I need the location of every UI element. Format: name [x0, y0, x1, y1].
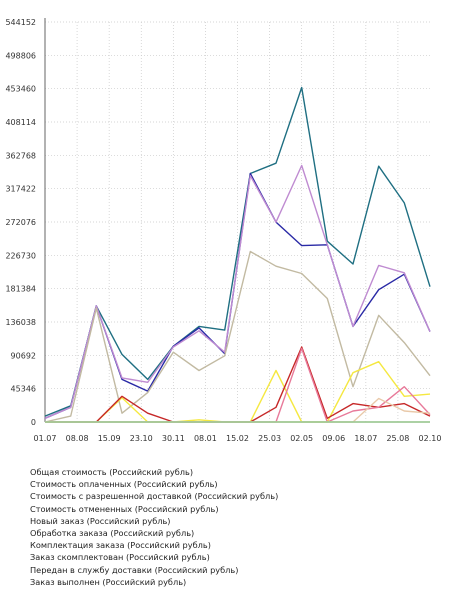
x-tick-label: 02.05 [290, 434, 313, 443]
series-lines [44, 86, 431, 423]
y-tick-label: 0 [31, 418, 36, 427]
x-tick-label: 23.10 [130, 434, 153, 443]
y-tick-label: 136038 [5, 318, 36, 327]
x-tick-label: 08.01 [194, 434, 217, 443]
legend: Общая стоимость (Российский рубль) Стоимо… [30, 466, 450, 588]
series-line-0 [44, 86, 431, 417]
legend-item: Заказ скомплектован (Российский рубль) [30, 552, 210, 563]
x-tick-label: 15.09 [98, 434, 121, 443]
legend-item: Новый заказ (Российский рубль) [30, 515, 171, 526]
line-chart: 0 45346 90692 136038 181384 226730 272076 31742… [5, 18, 442, 443]
legend-item: Комплектация заказа (Российский рубль) [30, 540, 211, 551]
y-tick-label: 498806 [5, 51, 36, 60]
y-tick-label: 362768 [5, 151, 36, 160]
x-tick-label: 08.08 [66, 434, 89, 443]
x-tick-label: 30.11 [162, 434, 185, 443]
series-line-3 [44, 250, 431, 423]
series-line-2 [44, 164, 431, 419]
x-tick-label: 02.10 [419, 434, 442, 443]
legend-item: Стоимость с разрешенной доставкой (Росси… [30, 491, 279, 502]
x-tick-label: 18.07 [354, 434, 377, 443]
y-tick-label: 181384 [5, 285, 36, 294]
legend-item: Обработка заказа (Российский рубль) [30, 528, 195, 539]
legend-item: Общая стоимость (Российский рубль) [30, 467, 194, 477]
x-tick-label: 25.03 [258, 434, 281, 443]
y-tick-label: 226730 [5, 251, 36, 260]
x-tick-label: 09.06 [322, 434, 345, 443]
x-tick-labels: 01.07 08.08 15.09 23.10 30.11 08.01 15.02 25.03… [34, 434, 442, 443]
x-tick-label: 25.08 [386, 434, 409, 443]
legend-item: Стоимость оплаченных (Российский рубль) [30, 479, 218, 490]
legend-item: Передан в службу доставки (Российский ру… [30, 564, 239, 575]
y-tick-label: 408114 [5, 118, 36, 127]
y-tick-label: 317422 [5, 185, 36, 194]
y-tick-label: 544152 [5, 18, 36, 27]
x-tick-label: 15.02 [226, 434, 249, 443]
y-tick-label: 272076 [5, 218, 36, 227]
y-tick-label: 453460 [5, 85, 36, 94]
legend-item: Заказ выполнен (Российский рубль) [30, 576, 187, 587]
y-tick-labels: 0 45346 90692 136038 181384 226730 272076 31742… [5, 18, 36, 427]
legend-item: Стоимость отмененных (Российский рубль) [30, 503, 219, 514]
x-tick-label: 01.07 [34, 434, 57, 443]
y-tick-label: 90692 [11, 351, 36, 360]
y-tick-label: 45346 [11, 385, 36, 394]
grid [45, 21, 430, 422]
